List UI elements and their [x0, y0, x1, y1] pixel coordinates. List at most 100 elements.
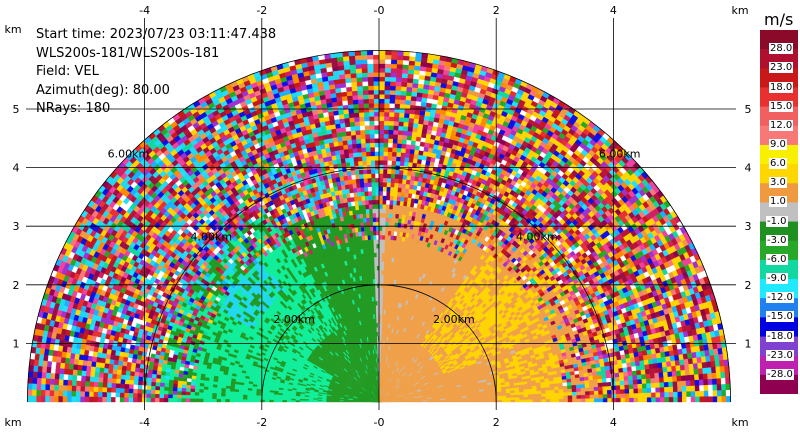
range-gate — [681, 391, 687, 397]
range-gate — [654, 372, 660, 379]
range-gate — [708, 396, 714, 403]
range-gate — [725, 389, 731, 397]
range-gate — [619, 376, 625, 382]
range-gate — [515, 399, 520, 403]
range-gate — [670, 360, 676, 367]
range-gate — [597, 382, 603, 387]
range-gate — [633, 388, 639, 394]
range-gate — [554, 395, 560, 400]
range-gate — [664, 391, 670, 398]
range-gate — [614, 376, 621, 382]
range-gate — [620, 393, 626, 399]
range-gate — [609, 372, 616, 378]
range-gate — [721, 395, 727, 403]
range-gate — [627, 370, 633, 377]
range-gate — [712, 389, 718, 397]
range-gate — [558, 395, 564, 400]
range-gate — [721, 383, 727, 391]
range-gate — [650, 377, 656, 384]
range-gate — [488, 399, 494, 403]
range-gate — [571, 391, 577, 396]
range-gate — [685, 379, 691, 387]
range-gate — [597, 386, 604, 391]
range-gate — [637, 383, 643, 389]
range-gate — [663, 376, 669, 383]
range-gate — [681, 396, 687, 403]
range-gate — [627, 375, 634, 381]
range-gate — [707, 378, 713, 385]
range-gate — [681, 380, 687, 387]
range-gate — [593, 386, 599, 391]
range-gate — [492, 397, 498, 401]
range-gate — [633, 397, 639, 403]
range-gate — [636, 369, 642, 376]
range-gate — [545, 395, 551, 400]
range-gate — [615, 389, 621, 394]
range-gate — [685, 385, 692, 392]
range-gate — [668, 386, 674, 393]
range-gate — [684, 363, 690, 371]
range-gate — [662, 371, 669, 378]
range-gate — [716, 377, 722, 385]
range-gate — [580, 387, 586, 392]
range-gate — [642, 397, 648, 403]
range-gate — [607, 397, 613, 403]
range-gate — [668, 391, 674, 398]
range-gate — [650, 382, 656, 388]
range-gate — [576, 394, 582, 399]
range-gate — [655, 387, 661, 393]
range-gate — [704, 395, 709, 403]
range-gate — [537, 399, 542, 403]
range-gate — [721, 389, 727, 397]
range-gate — [644, 368, 651, 375]
range-gate — [575, 384, 581, 389]
range-gate — [580, 398, 586, 403]
range-gate — [545, 398, 551, 403]
range-gate — [506, 399, 512, 403]
range-gate — [671, 370, 677, 377]
range-gate — [725, 377, 731, 385]
range-gate — [659, 391, 665, 398]
range-gate — [585, 390, 591, 396]
range-gate — [720, 371, 726, 379]
range-gate — [690, 396, 696, 403]
range-gate — [532, 393, 538, 397]
range-gate — [702, 373, 709, 380]
range-gate — [615, 384, 621, 390]
range-gate — [679, 364, 686, 371]
range-gate — [523, 393, 529, 398]
range-gate — [593, 390, 599, 395]
range-gate — [554, 392, 560, 397]
range-gate — [626, 366, 633, 372]
range-gate — [640, 369, 646, 375]
range-gate — [710, 366, 717, 374]
range-gate — [623, 371, 629, 377]
range-gate — [702, 367, 708, 374]
range-gate — [631, 370, 638, 376]
range-gate — [536, 396, 542, 400]
range-gate — [550, 395, 556, 400]
range-gate — [567, 384, 573, 390]
range-gate — [493, 399, 498, 403]
range-gate — [698, 379, 705, 386]
range-gate — [624, 388, 630, 394]
range-gate — [549, 389, 555, 394]
range-gate — [594, 398, 600, 403]
range-gate — [681, 385, 687, 392]
range-gate — [677, 391, 683, 398]
range-gate — [563, 398, 569, 403]
range-gate — [622, 366, 628, 373]
range-gate — [646, 387, 652, 393]
range-gate — [562, 385, 568, 390]
range-gate — [642, 387, 648, 394]
range-gate — [653, 367, 659, 374]
range-gate — [624, 397, 630, 403]
range-gate — [680, 374, 687, 382]
range-gate — [593, 382, 599, 388]
range-gate — [645, 373, 651, 379]
range-gate — [567, 395, 573, 399]
range-gate — [699, 396, 705, 403]
range-gate — [663, 381, 669, 388]
range-gate — [589, 390, 595, 395]
